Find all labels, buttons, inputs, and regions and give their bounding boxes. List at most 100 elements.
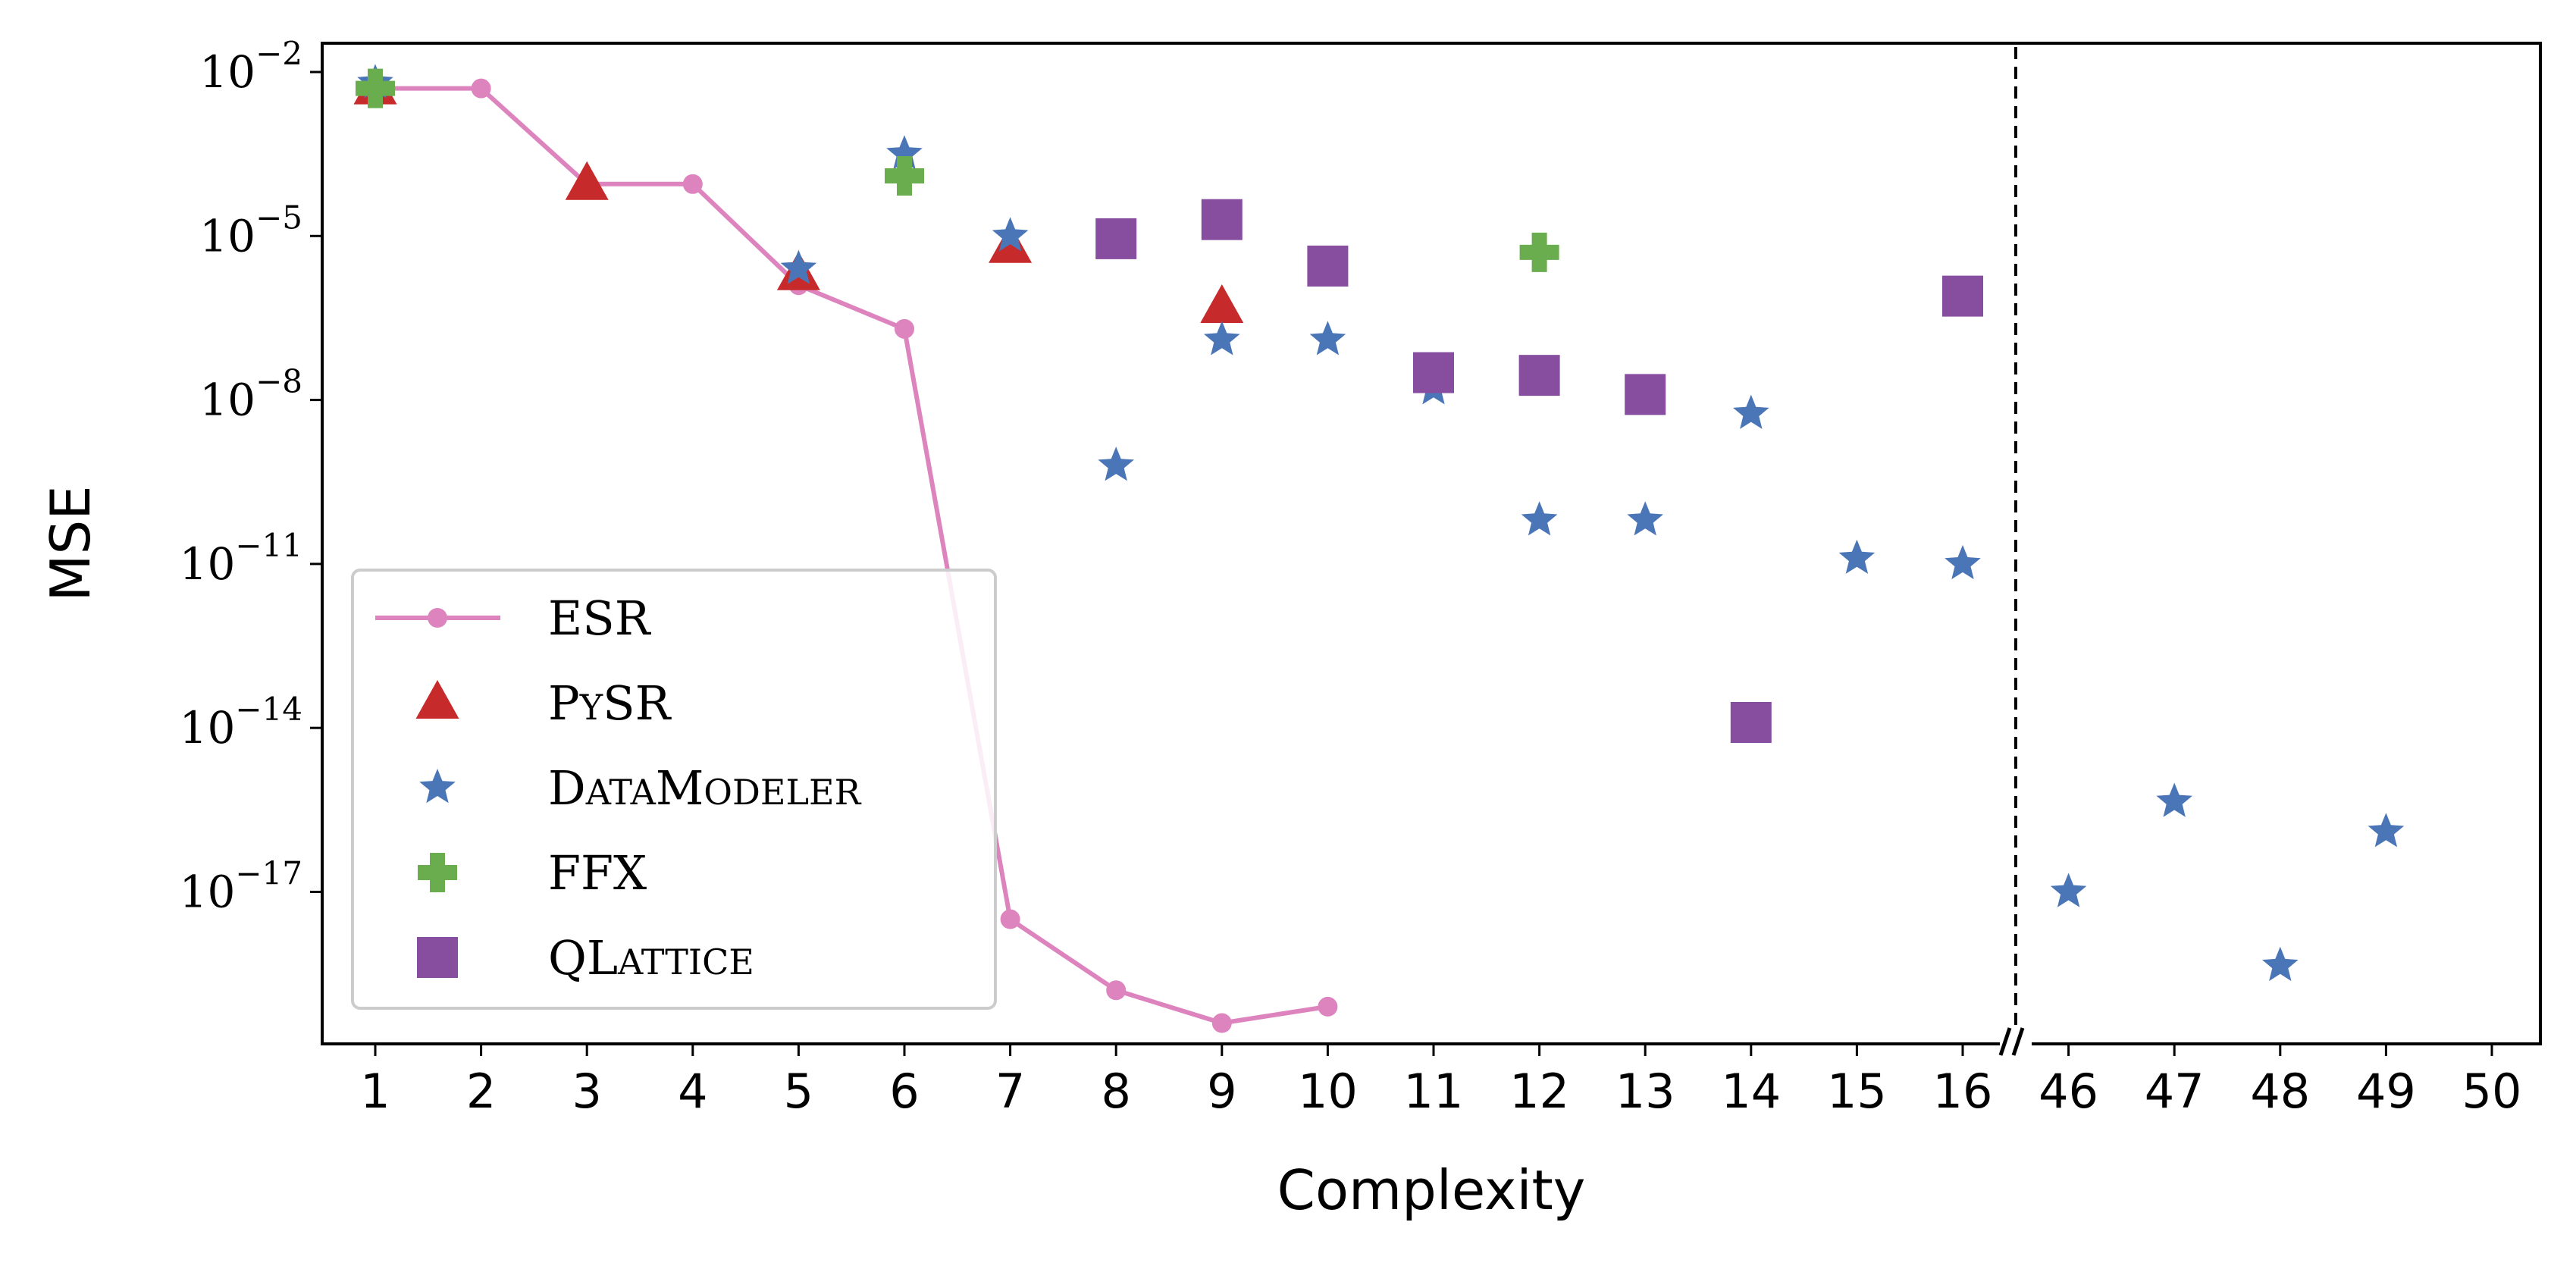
- data-point: [1625, 374, 1666, 415]
- data-point: [1627, 501, 1663, 536]
- x-tick-label: 46: [2039, 1064, 2098, 1119]
- data-point: [1204, 321, 1240, 356]
- data-point: [1307, 245, 1349, 287]
- x-tick-label: 12: [1509, 1064, 1569, 1119]
- legend-label-part: M: [656, 760, 704, 816]
- data-point: [682, 174, 703, 194]
- y-axis-label: MSE: [39, 485, 102, 601]
- x-tick-label: 4: [678, 1064, 707, 1119]
- x-tick-label: 13: [1615, 1064, 1675, 1119]
- x-tick-label: 1: [360, 1064, 390, 1119]
- legend-box: [351, 569, 997, 1010]
- x-tick-label: 49: [2356, 1064, 2416, 1119]
- legend-entry: PYSR: [415, 675, 672, 731]
- data-point: [1318, 996, 1338, 1017]
- x-tick-label: 48: [2250, 1064, 2310, 1119]
- x-axis-ticks: 1 2 3 4 5 6 7 8 9 10 11 12 13 14 15 16 46 47 48 49 50: [360, 1044, 2521, 1119]
- legend-label: DATAMODELER: [548, 760, 862, 816]
- series-ffx: [356, 68, 1559, 272]
- legend-label-part: SR: [603, 675, 672, 731]
- data-point: [1413, 352, 1454, 393]
- x-tick-label: 5: [784, 1064, 813, 1119]
- legend-entry: FFX: [418, 845, 647, 901]
- legend-label-part: Y: [579, 687, 603, 728]
- y-tick-base: 10: [199, 46, 255, 98]
- series-qlattice: [1095, 199, 1983, 743]
- data-point: [895, 318, 914, 339]
- data-point: [992, 217, 1029, 252]
- data-point: [885, 155, 924, 196]
- series-layer: [353, 64, 2405, 1033]
- data-point: [1098, 447, 1134, 481]
- y-tick-base: 10: [180, 702, 236, 754]
- y-tick-exponent: −2: [255, 35, 302, 72]
- legend-label: ESR: [548, 591, 652, 646]
- y-tick-base: 10: [199, 210, 255, 262]
- legend-entry: DATAMODELER: [419, 760, 862, 816]
- x-tick-label: 3: [572, 1064, 601, 1119]
- x-tick-label: 16: [1933, 1064, 1993, 1119]
- y-tick-label: 10−14: [180, 691, 302, 754]
- legend-entry: ESR: [375, 591, 652, 646]
- data-point: [565, 161, 609, 200]
- y-tick-exponent: −5: [255, 199, 302, 236]
- y-tick-label: 10−8: [199, 363, 302, 426]
- legend-label-part: ATTICE: [617, 942, 754, 982]
- data-point: [1838, 539, 1876, 574]
- x-tick-label: 50: [2462, 1064, 2522, 1119]
- legend-label-part: ESR: [548, 591, 652, 646]
- data-point: [1945, 544, 1981, 580]
- x-tick-label: 47: [2145, 1064, 2205, 1119]
- data-point: [886, 135, 923, 170]
- x-tick-label: 7: [995, 1064, 1025, 1119]
- y-tick-exponent: −11: [235, 527, 302, 564]
- data-point: [1211, 1013, 1232, 1033]
- x-tick-label: 15: [1827, 1064, 1887, 1119]
- data-point: [2050, 873, 2087, 907]
- data-point: [780, 249, 817, 284]
- x-tick-label: 10: [1298, 1064, 1358, 1119]
- legend-symbol: [419, 769, 456, 804]
- data-point: [1095, 218, 1137, 259]
- data-point: [1309, 321, 1346, 356]
- data-point: [356, 68, 395, 108]
- legend-symbol: [415, 680, 459, 719]
- data-point: [2156, 782, 2192, 817]
- data-point: [2368, 813, 2405, 848]
- legend-label-part: D: [548, 760, 586, 816]
- data-point: [1942, 275, 1983, 317]
- y-tick-label: 10−17: [180, 855, 302, 918]
- series-datamodeler: [357, 64, 2405, 982]
- y-tick-base: 10: [180, 538, 236, 590]
- legend-symbol: [418, 853, 457, 892]
- y-tick-label: 10−11: [180, 527, 302, 590]
- legend-label-part: QL: [548, 930, 618, 986]
- data-point: [1201, 199, 1243, 240]
- y-tick-exponent: −14: [235, 691, 302, 728]
- data-point: [1000, 909, 1020, 929]
- legend-label-part: ATA: [585, 772, 657, 813]
- series-pysr: [353, 65, 1244, 324]
- x-axis-label: Complexity: [1277, 1158, 1586, 1222]
- y-tick-exponent: −8: [255, 363, 302, 400]
- x-tick-label: 9: [1207, 1064, 1236, 1119]
- series-line: [375, 86, 1328, 1026]
- y-tick-label: 10−5: [199, 199, 302, 262]
- x-tick-label: 2: [466, 1064, 496, 1119]
- x-tick-label: 11: [1404, 1064, 1464, 1119]
- legend-entry: QLATTICE: [417, 930, 754, 986]
- plot-frame: [321, 42, 2542, 1045]
- data-point: [1518, 355, 1560, 396]
- legend-label-part: FFX: [548, 845, 647, 901]
- data-point: [1733, 394, 1769, 429]
- y-tick-label: 10−2: [199, 35, 302, 98]
- y-tick-base: 10: [199, 374, 255, 426]
- legend-label: FFX: [548, 845, 647, 901]
- y-tick-base: 10: [180, 866, 236, 918]
- legend: ESR PYSR DATAMODELER FFX QLATTICE: [351, 569, 997, 1010]
- axis-break-mark: [1998, 1027, 2032, 1057]
- legend-symbol: [428, 608, 447, 628]
- data-point: [2262, 946, 2299, 982]
